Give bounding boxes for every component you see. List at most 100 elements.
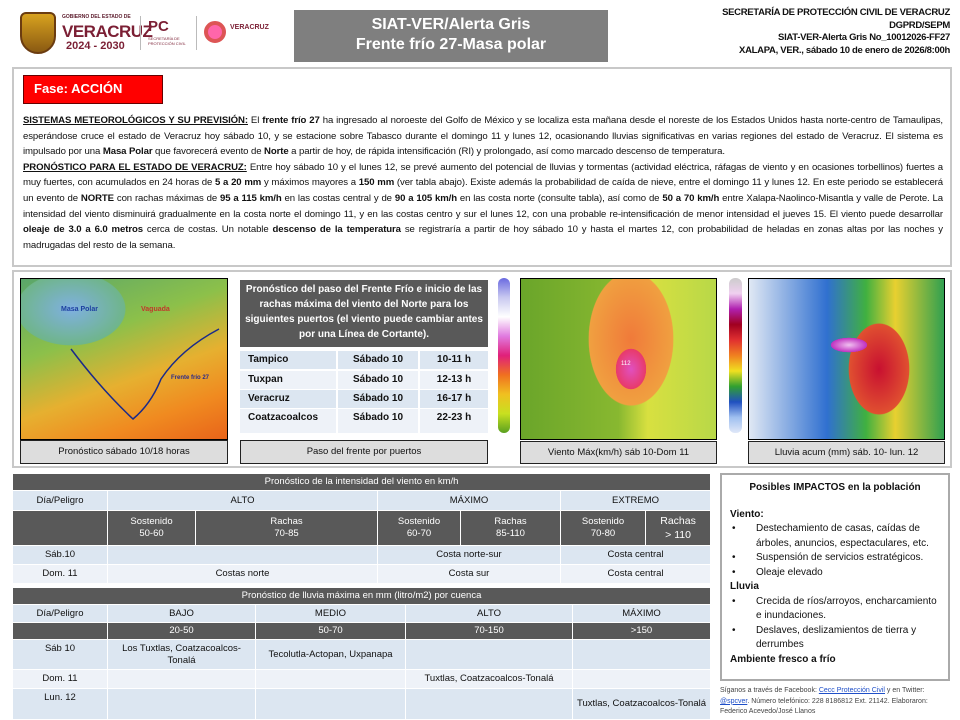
rain-cell: Tecolutla-Actopan, Uxpanapa xyxy=(255,639,406,670)
veracruz-coat-of-arms-logo xyxy=(20,12,56,54)
ports-row: Tampico Sábado 10 10-11 h xyxy=(240,351,488,369)
text-segment: que favorecerá evento de xyxy=(152,146,265,158)
wind-row: Dom. 11 Costas norte Costa sur Costa cen… xyxy=(12,564,712,584)
rain-cell xyxy=(255,669,406,689)
map-label-masa-polar: Masa Polar xyxy=(61,306,98,313)
rain-forecast-table: Pronóstico de lluvia máxima en mm (litro… xyxy=(11,587,712,720)
wind-sub-cell: Rachas 85-110 xyxy=(460,510,561,546)
rain-range: 70-150 xyxy=(405,622,573,640)
rain-colorbar xyxy=(729,278,742,433)
rain-map-caption: Lluvia acum (mm) sáb. 10- lun. 12 xyxy=(748,441,945,464)
text-segment: oleaje de 3.0 a 6.0 metros xyxy=(23,224,143,236)
port-day: Sábado 10 xyxy=(338,351,420,369)
rain-range: 50-70 xyxy=(255,622,406,640)
port-name: Coatzacoalcos xyxy=(240,409,338,433)
ports-row: Coatzacoalcos Sábado 10 22-23 h xyxy=(240,409,488,433)
rain-head: MÁXIMO xyxy=(571,604,712,623)
wind-sub-cell: Sostenido 60-70 xyxy=(377,510,461,546)
text-segment: se registraría a partir de hoy sábado 10… xyxy=(23,224,943,251)
forecast-paragraph: SISTEMAS METEOROLÓGICOS Y SU PREVISIÓN: … xyxy=(23,113,943,160)
rain-cell xyxy=(255,688,406,720)
rain-cell xyxy=(571,639,712,670)
synoptic-map: Masa Polar Vaguada Frente frío 27 xyxy=(20,278,228,440)
port-time: 10-11 h xyxy=(437,354,471,365)
port-name: Tampico xyxy=(240,351,338,369)
text-segment: 95 a 115 km/h xyxy=(220,192,282,204)
map-label-vaguada: Vaguada xyxy=(141,306,170,313)
rain-range xyxy=(12,622,108,640)
alert-title: SIAT-VER/Alerta Gris Frente frío 27-Masa… xyxy=(294,10,608,62)
header-date: XALAPA, VER., sábado 10 de enero de 2026… xyxy=(739,44,950,56)
logo-veracruz-text: VERACRUZ xyxy=(62,22,153,41)
rain-range: >150 xyxy=(571,622,712,640)
footer-text: y en Twitter: xyxy=(884,687,925,694)
wind-sub-cell: Rachas > 110 xyxy=(644,510,712,546)
port-day: Sábado 10 xyxy=(338,371,420,389)
cold-front-line xyxy=(70,328,220,421)
text-segment: en las costas central y de xyxy=(281,192,395,204)
text-segment: a partir de hoy, de rápida intensificaci… xyxy=(288,146,725,158)
ports-row: Veracruz Sábado 10 16-17 h xyxy=(240,390,488,408)
wind-max-map-value: 112 xyxy=(621,361,631,367)
twitter-link[interactable]: @spcver xyxy=(720,697,748,705)
footer-text: Síganos a través de Facebook: xyxy=(720,687,819,694)
title-line-1: SIAT-VER/Alerta Gris xyxy=(371,16,531,33)
wind-row-day: Sáb.10 xyxy=(12,545,108,565)
section-heading: SISTEMAS METEOROLÓGICOS Y SU PREVISIÓN: xyxy=(23,115,248,126)
rain-range: 20-50 xyxy=(107,622,256,640)
text-segment: frente frío 27 xyxy=(262,115,320,126)
rain-row-day: Dom. 11 xyxy=(12,669,108,689)
impact-item: Crecida de ríos/arroyos, encharcamiento … xyxy=(730,595,940,624)
rain-head: Día/Peligro xyxy=(12,604,108,623)
rain-head: BAJO xyxy=(107,604,256,623)
text-segment: 50 a 70 km/h xyxy=(662,192,720,204)
header-info: SECRETARÍA DE PROTECCIÓN CIVIL DE VERACR… xyxy=(722,7,950,57)
header-dept: DGPRD/SEPM xyxy=(889,19,950,31)
impacts-lluvia-label: Lluvia xyxy=(730,581,759,592)
ports-table-header: Pronóstico del paso del Frente Frío e in… xyxy=(240,280,488,347)
facebook-link[interactable]: Cecc Protección Civil xyxy=(818,687,885,694)
wind-row: Sáb.10 Costa norte-sur Costa central xyxy=(12,545,712,565)
wind-head-alto: ALTO xyxy=(107,490,378,511)
rain-cell: Los Tuxtlas, Coatzacoalcos-Tonalá xyxy=(107,639,256,670)
title-line-2: Frente frío 27-Masa polar xyxy=(355,36,547,53)
text-segment: El xyxy=(247,115,263,126)
text-segment: 90 a 105 km/h xyxy=(394,192,457,204)
wind-sub-cell: Sostenido 70-80 xyxy=(560,510,646,546)
wind-head-maximo: MÁXIMO xyxy=(377,490,561,511)
text-segment: y máximos mayores a xyxy=(261,177,359,189)
logo-divider xyxy=(196,16,197,50)
logo-gob-text: GOBIERNO DEL ESTADO DE xyxy=(62,14,131,20)
port-day: Sábado 10 xyxy=(338,390,420,408)
text-segment: Masa Polar xyxy=(102,146,153,158)
port-time: 12-13 h xyxy=(436,374,472,385)
wind-max-map: 112 xyxy=(520,278,717,440)
logo-years-text: 2024 - 2030 xyxy=(66,40,125,52)
wind-sub-cell: Sostenido 50-60 xyxy=(107,510,196,546)
wind-head-extremo: EXTREMO xyxy=(559,490,712,511)
impact-item: Oleaje elevado xyxy=(730,566,940,581)
text-segment: Entre hoy sábado 10 y el lunes 12, se pr… xyxy=(23,161,944,189)
text-segment: en las costa norte (consulte tabla), así… xyxy=(456,192,663,204)
port-day: Sábado 10 xyxy=(338,409,420,433)
wind-cell-extremo: Costa central xyxy=(559,545,712,565)
text-segment: (ver tabla abajo). Existe además la prob… xyxy=(23,177,944,204)
map-label-frente: Frente frío 27 xyxy=(171,375,210,381)
rain-cell xyxy=(107,669,256,689)
text-segment: cerca de costas. Un notable xyxy=(142,224,273,236)
impacts-title: Posibles IMPACTOS en la población xyxy=(749,482,921,493)
wind-colorbar xyxy=(498,278,510,433)
impact-item: Suspensión de servicios estratégicos. xyxy=(730,551,940,566)
impact-item: Deslaves, deslizamientos de tierra y der… xyxy=(730,624,940,653)
logo-pc-subtext: SECRETARÍA DE PROTECCIÓN CIVIL xyxy=(148,36,186,46)
logo-divider xyxy=(140,16,141,50)
wind-row-day: Dom. 11 xyxy=(12,564,108,584)
impacts-viento-label: Viento: xyxy=(730,508,764,520)
text-segment: con rachas máximas de xyxy=(113,192,221,204)
rain-cell xyxy=(107,688,256,720)
forecast-paragraph: PRONÓSTICO PARA EL ESTADO DE VERACRUZ: E… xyxy=(23,160,943,254)
wind-cell-alto xyxy=(107,545,378,565)
rain-table-title: Pronóstico de lluvia máxima en mm (litro… xyxy=(11,587,712,605)
rain-cell xyxy=(571,669,712,689)
wind-sub-cell: Rachas 70-85 xyxy=(195,510,378,546)
